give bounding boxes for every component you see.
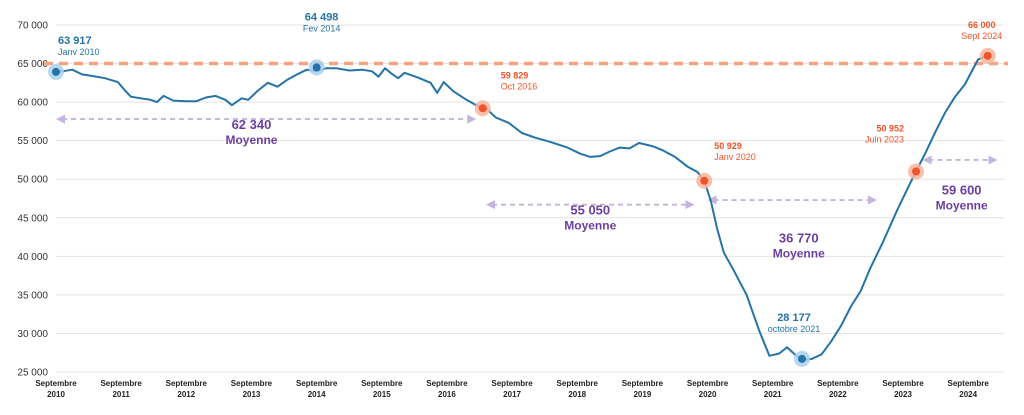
arrow-head-left (486, 200, 496, 210)
series-lines (55, 54, 987, 361)
arrow-head-left (707, 195, 717, 205)
y-tick-label: 45 000 (17, 213, 48, 224)
marker-date-label: Janv 2020 (714, 152, 756, 162)
marker-value: 64 498 (305, 11, 339, 23)
x-tick-label: Septembre (817, 379, 859, 388)
marker-date-label: Oct 2016 (501, 81, 538, 91)
x-tick-year: 2020 (699, 390, 717, 399)
data-point-marker (52, 67, 60, 76)
gridlines (56, 24, 1004, 373)
y-tick-label: 50 000 (17, 175, 48, 186)
arrow-head-right (467, 114, 477, 124)
x-tick-label: Septembre (296, 379, 338, 388)
x-tick-label: Septembre (687, 379, 729, 388)
marker-date-label: Fev 2014 (303, 23, 341, 33)
marker-date-label: Juin 2023 (865, 135, 904, 145)
x-tick-label: Septembre (361, 379, 403, 388)
marker-date-label: octobre 2021 (768, 324, 821, 334)
x-tick-year: 2019 (633, 390, 651, 399)
x-tick-label: Septembre (491, 379, 533, 388)
x-tick-year: 2014 (308, 390, 326, 399)
marker-value: 50 952 (877, 124, 905, 134)
x-tick-year: 2016 (438, 390, 456, 399)
marker-date-label: Janv 2010 (58, 47, 100, 57)
x-tick-label: Septembre (100, 379, 142, 388)
x-tick-year: 2013 (243, 390, 261, 399)
marker-value: 59 829 (501, 70, 529, 80)
y-tick-label: 35 000 (17, 290, 48, 301)
arrow-head-right (867, 195, 877, 205)
arrow-head-right (988, 155, 998, 165)
average-value: 36 770 (779, 230, 819, 245)
marker-value: 66 000 (968, 20, 996, 30)
average-label: Moyenne (564, 219, 616, 233)
marker-date-label: Sept 2024 (961, 31, 1002, 41)
y-tick-label: 40 000 (17, 252, 48, 263)
x-tick-label: Septembre (622, 379, 664, 388)
data-point-marker (798, 354, 807, 363)
x-tick-year: 2012 (177, 390, 195, 399)
average-label: Moyenne (773, 246, 825, 260)
arrow-head-left (56, 114, 65, 124)
y-tick-label: 70 000 (17, 21, 48, 32)
x-tick-year: 2015 (373, 390, 391, 399)
data-point-marker (700, 176, 709, 185)
x-tick-year: 2021 (764, 390, 782, 399)
x-tick-year: 2024 (959, 390, 977, 399)
arrow-head-left (922, 155, 932, 165)
x-tick-label: Septembre (882, 379, 924, 388)
y-axis-ticks: 70 000 65 000 60 000 55 000 50 000 45 000 40 0… (17, 21, 48, 379)
average-value: 62 340 (232, 117, 272, 132)
average-value: 55 050 (570, 203, 610, 218)
arrow-head-right (685, 200, 695, 210)
x-tick-year: 2018 (568, 390, 586, 399)
y-tick-label: 25 000 (17, 368, 48, 379)
x-tick-label: Septembre (752, 379, 794, 388)
data-point-marker (312, 63, 321, 72)
average-label: Moyenne (936, 199, 988, 213)
y-tick-label: 30 000 (17, 329, 48, 340)
x-tick-label: Septembre (426, 379, 468, 388)
marker-value: 50 929 (714, 141, 742, 151)
x-tick-year: 2017 (503, 390, 521, 399)
y-tick-label: 60 000 (17, 98, 48, 109)
data-point-marker (478, 104, 487, 113)
x-axis-ticks: Septembre 2010 Septembre 2011 Septembre 2012 S… (35, 379, 989, 399)
marker-value: 63 917 (58, 35, 92, 47)
y-tick-label: 55 000 (17, 136, 48, 147)
average-label: Moyenne (225, 133, 277, 147)
marker-value: 28 177 (777, 312, 811, 324)
x-tick-year: 2011 (112, 390, 130, 399)
x-tick-label: Septembre (557, 379, 599, 388)
x-tick-year: 2023 (894, 390, 912, 399)
x-tick-label: Septembre (35, 379, 77, 388)
series-line (55, 54, 987, 361)
x-tick-year: 2010 (47, 390, 65, 399)
x-tick-label: Septembre (947, 379, 989, 388)
y-tick-label: 65 000 (17, 59, 48, 70)
data-point-marker (983, 51, 992, 60)
x-tick-label: Septembre (166, 379, 208, 388)
average-value: 59 600 (942, 183, 982, 198)
x-tick-label: Septembre (231, 379, 273, 388)
x-tick-year: 2022 (829, 390, 847, 399)
data-point-marker (912, 167, 921, 176)
